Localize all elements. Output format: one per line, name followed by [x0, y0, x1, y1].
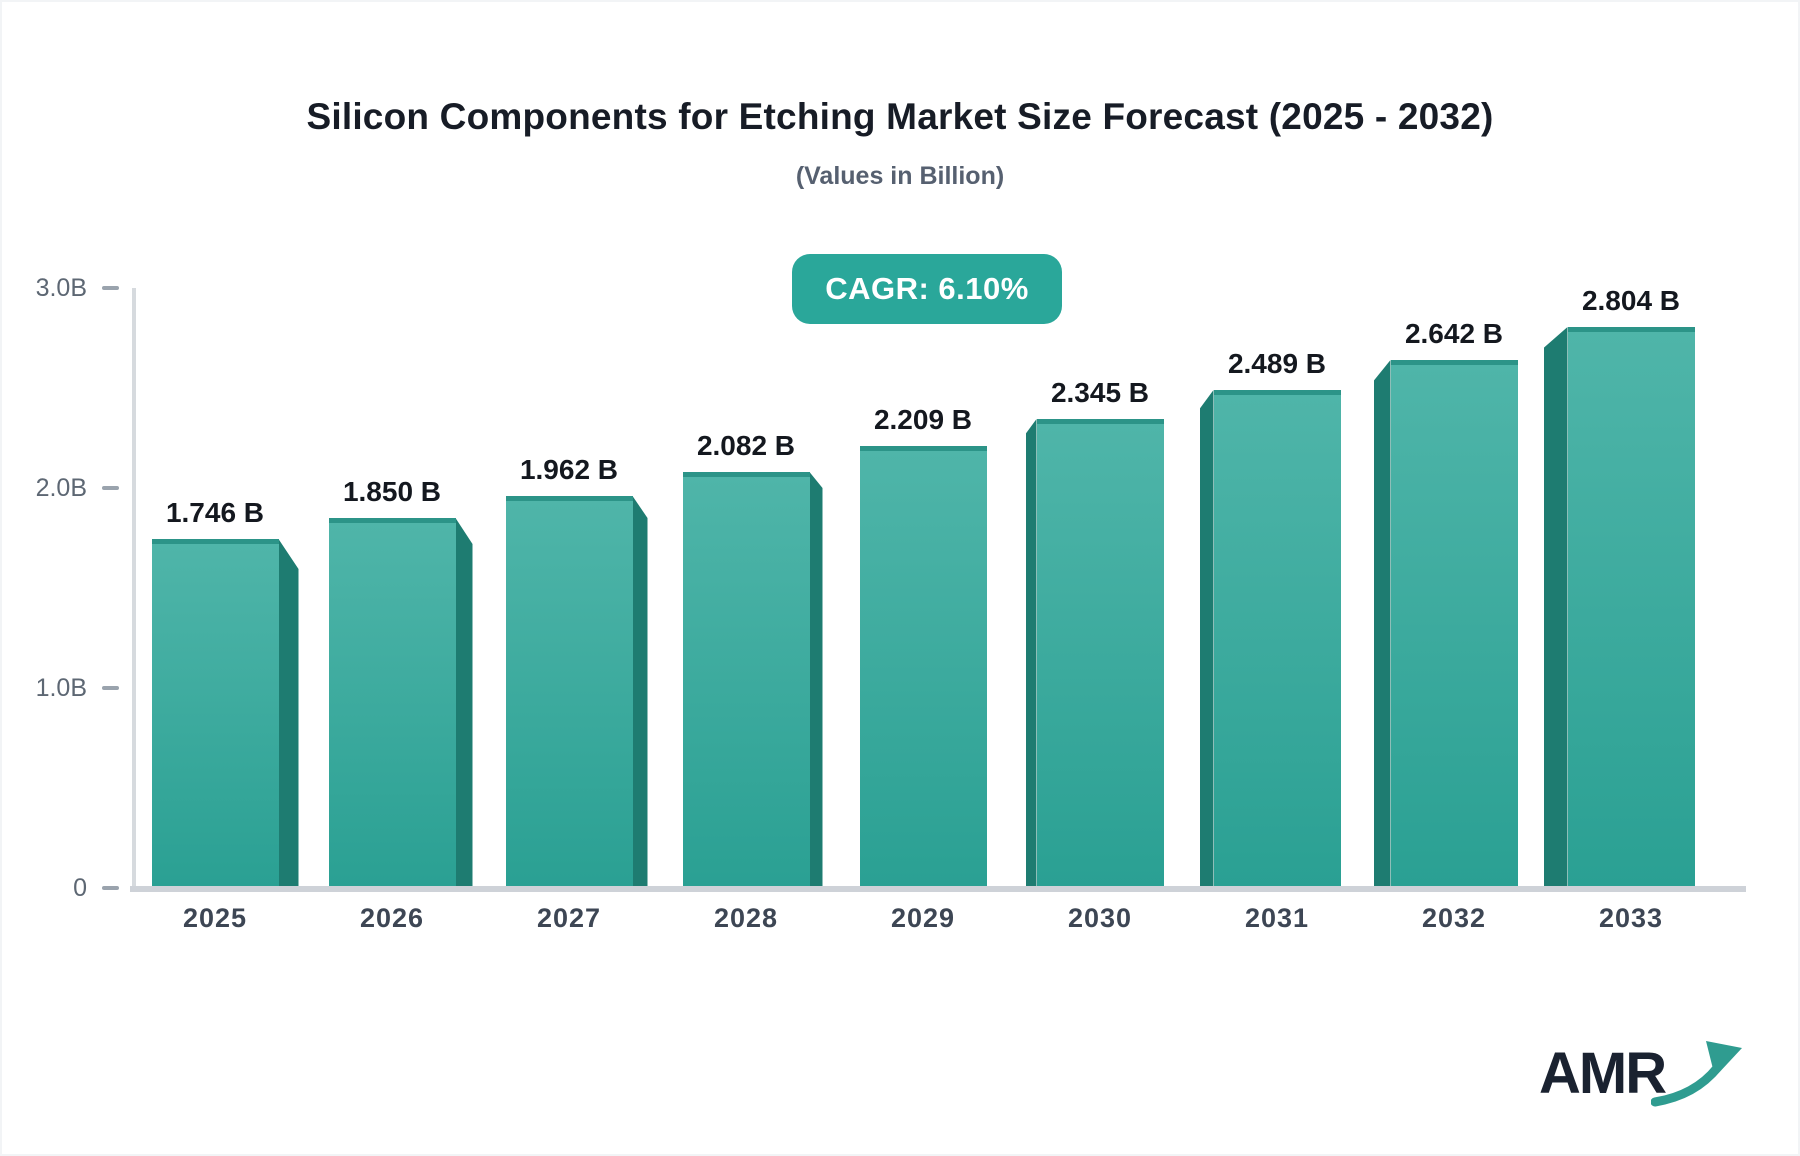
y-tick-label: 1.0B [35, 674, 87, 702]
x-axis-label: 2031 [1244, 903, 1310, 933]
y-tick-label: 2.0B [35, 474, 87, 502]
cagr-badge: CAGR: 6.10% [792, 254, 1062, 324]
x-axis-label: 2032 [1421, 903, 1487, 933]
bar-value-label: 2.209 B [873, 404, 973, 435]
bar-side-face [1373, 360, 1391, 888]
bar-2031 [1213, 390, 1341, 888]
bar-value-label: 2.345 B [1050, 377, 1150, 408]
bar-2027 [505, 496, 633, 888]
x-axis-label: 2025 [182, 903, 248, 933]
amr-logo-text: AMR [1539, 1041, 1667, 1106]
bar-side-face [632, 496, 648, 888]
cagr-badge-label: CAGR: 6.10% [825, 271, 1029, 306]
bar-2032 [1390, 360, 1518, 888]
y-tick-label: 0 [73, 874, 87, 902]
bar-value-label: 2.804 B [1581, 285, 1681, 316]
bar-value-label: 1.746 B [165, 497, 265, 528]
bar-value-label: 1.850 B [342, 476, 442, 507]
bar-side-face [455, 518, 473, 888]
bar-side-face [1543, 327, 1568, 888]
chart-subtitle: (Values in Billion) [795, 162, 1005, 190]
y-tick-mark [102, 486, 119, 490]
x-axis-label: 2030 [1067, 903, 1133, 933]
bar-2030 [1036, 419, 1164, 888]
bar-2029 [859, 446, 987, 888]
chart-title: Silicon Components for Etching Market Si… [306, 96, 1494, 137]
y-tick-mark [102, 686, 119, 690]
bar-side-face [1025, 419, 1037, 888]
bar-value-label: 2.082 B [696, 430, 796, 461]
bar-2026 [328, 518, 456, 888]
y-axis-line [132, 288, 136, 889]
x-axis-label: 2028 [713, 903, 779, 933]
amr-logo: AMR [1539, 1041, 1742, 1114]
bar-side-face [1199, 390, 1214, 888]
trend-up-arrow-icon [1651, 1041, 1742, 1107]
x-axis-line [130, 886, 1746, 892]
bar-side-face [809, 472, 823, 888]
x-axis-label: 2026 [359, 903, 425, 933]
y-tick-mark [102, 286, 119, 290]
bar-side-face [278, 539, 299, 888]
bar-2025 [151, 539, 279, 888]
bar-value-label: 2.489 B [1227, 348, 1327, 379]
y-tick-mark [102, 886, 119, 890]
x-axis-label: 2033 [1598, 903, 1664, 933]
bar-2028 [682, 472, 810, 888]
x-axis-label: 2027 [536, 903, 602, 933]
x-axis-label: 2029 [890, 903, 956, 933]
bar-value-label: 1.962 B [519, 454, 619, 485]
bar-value-label: 2.642 B [1404, 318, 1504, 349]
y-tick-label: 3.0B [35, 274, 87, 302]
bar-2033 [1567, 327, 1695, 888]
